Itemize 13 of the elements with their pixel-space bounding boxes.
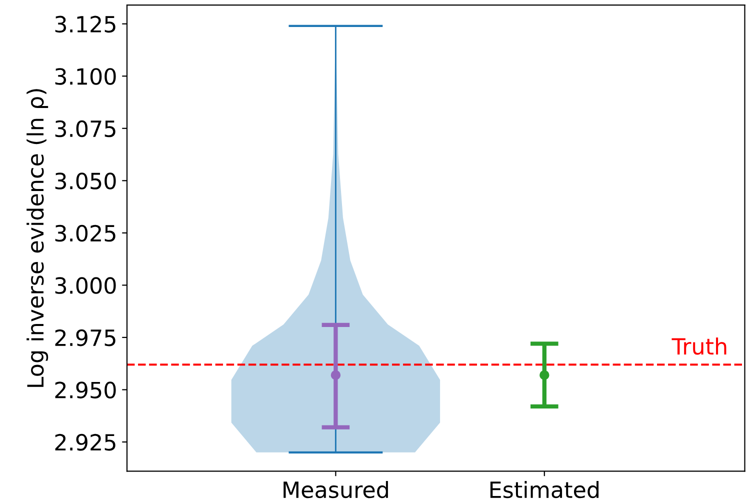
y-tick-label: 2.975 <box>55 329 116 346</box>
x-tick-label: Estimated <box>490 480 599 498</box>
y-tick-label: 3.075 <box>55 120 116 138</box>
ref-line-label: Truth <box>672 338 726 355</box>
y-axis-title: Log inverse evidence (ln ρ) <box>26 89 48 387</box>
y-tick-label: 2.925 <box>55 434 116 451</box>
y-tick-label: 3.000 <box>55 277 116 294</box>
y-tick-label: 3.100 <box>55 68 116 85</box>
y-tick-label: 3.050 <box>55 172 116 190</box>
y-tick-label: 2.950 <box>55 382 116 398</box>
x-tick-label: Measured <box>284 480 388 498</box>
y-tick-label: 3.025 <box>55 224 116 242</box>
y-tick-label: 3.125 <box>55 16 116 33</box>
